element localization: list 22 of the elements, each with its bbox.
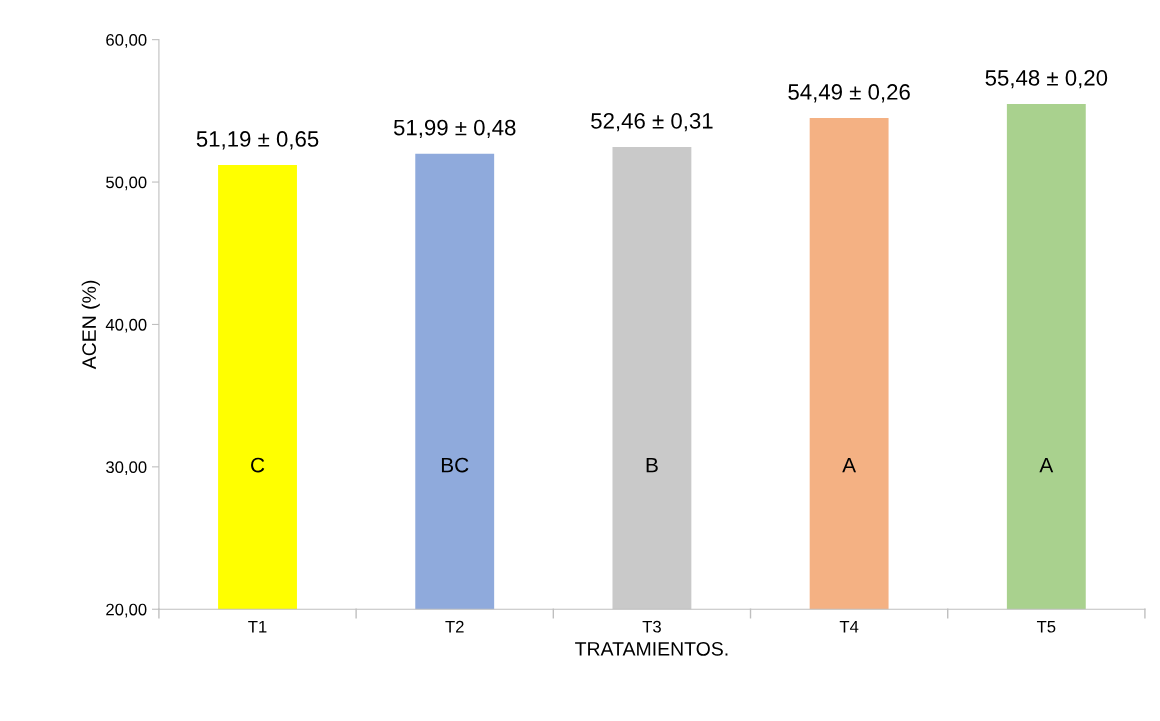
x-tick-label: T3 (642, 620, 661, 633)
data-label: 51,19 ± 0,65 (196, 131, 319, 150)
x-tick-label: T4 (839, 620, 859, 633)
x-tick-label: T5 (1036, 620, 1056, 633)
annotation: A (1039, 457, 1054, 473)
annotation: B (646, 457, 658, 473)
y-axis-title: ACEN (%) (81, 280, 100, 370)
y-tick-label: 30,00 (106, 461, 147, 476)
annotation: C (251, 457, 265, 473)
data-label: 51,99 ± 0,48 (393, 119, 516, 139)
annotation: BC (441, 457, 469, 473)
annotation: A (842, 457, 857, 473)
data-label: 52,46 ± 0,31 (591, 113, 713, 132)
y-tick-label: 40,00 (105, 318, 147, 333)
x-axis-title: TRATAMIENTOS. (575, 641, 728, 656)
y-tick-label: 60,00 (106, 34, 147, 48)
x-tick-label: T1 (248, 620, 267, 633)
y-tick-label: 50,00 (106, 176, 147, 191)
data-label: 55,48 ± 0,20 (985, 70, 1108, 89)
y-tick-label: 20,00 (106, 603, 147, 618)
data-label: 54,49 ± 0,26 (788, 84, 910, 103)
x-tick-label: T2 (445, 620, 464, 633)
